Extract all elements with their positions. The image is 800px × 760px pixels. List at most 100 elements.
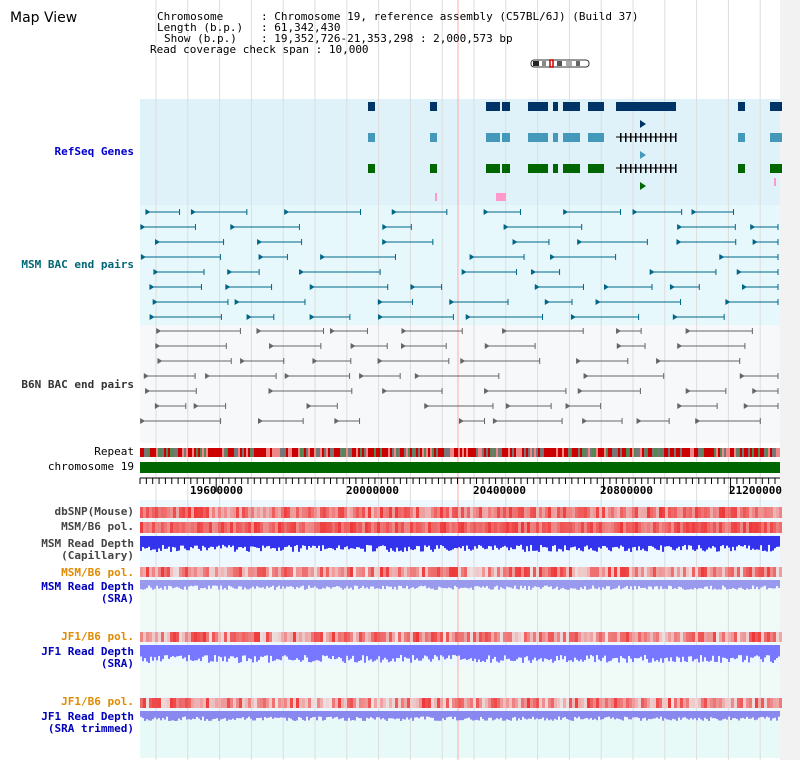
depth-bar [272, 645, 274, 662]
depth-bar [768, 645, 770, 656]
depth-bar [216, 536, 218, 547]
depth-bar [150, 580, 152, 588]
depth-bar [716, 580, 718, 590]
heat-mark [614, 522, 617, 533]
repeat-mark [598, 448, 600, 457]
heat-mark [560, 507, 563, 518]
bac-end-mark [377, 299, 383, 305]
heat-mark [464, 632, 467, 642]
bac-end-mark [550, 254, 556, 260]
repeat-mark [160, 448, 162, 457]
heat-mark [221, 522, 224, 533]
repeat-mark [392, 448, 394, 457]
axis-tick-label: 20400000 [473, 484, 526, 497]
heat-mark [518, 567, 521, 577]
heat-mark [629, 507, 632, 518]
depth-bar [420, 580, 422, 586]
depth-bar [228, 645, 230, 659]
depth-bar [472, 536, 474, 550]
depth-bar [150, 645, 152, 657]
depth-bar [558, 645, 560, 661]
depth-bar [654, 580, 656, 587]
repeat-mark [318, 448, 320, 457]
heat-mark [149, 522, 152, 533]
depth-bar [638, 645, 640, 659]
depth-bar [706, 536, 708, 550]
heat-mark [581, 507, 584, 518]
bac-end-mark [484, 343, 490, 349]
heat-mark [764, 522, 767, 533]
depth-bar [562, 536, 564, 552]
depth-bar [308, 645, 310, 663]
heat-mark [659, 507, 662, 518]
depth-bar [710, 536, 712, 549]
bac-end-mark [469, 254, 475, 260]
depth-bar [564, 536, 566, 546]
depth-bar [518, 645, 520, 658]
heat-mark [677, 632, 680, 642]
depth-bar [704, 645, 706, 658]
depth-bar [488, 536, 490, 547]
heat-mark [731, 522, 734, 533]
heat-mark [611, 632, 614, 642]
depth-bar [378, 536, 380, 547]
depth-bar [200, 536, 202, 551]
heat-mark [344, 567, 347, 577]
heat-mark [623, 698, 626, 708]
depth-bar [748, 711, 750, 719]
depth-bar [520, 645, 522, 658]
bac-end-mark [461, 269, 467, 275]
depth-bar [602, 536, 604, 546]
heat-mark [740, 507, 743, 518]
depth-bar [764, 711, 766, 719]
heat-mark [518, 632, 521, 642]
depth-bar [320, 580, 322, 590]
heat-mark [560, 632, 563, 642]
bac-end-mark [460, 358, 466, 364]
heat-mark [350, 567, 353, 577]
repeat-mark [674, 448, 676, 457]
depth-bar [414, 536, 416, 550]
heat-mark [428, 567, 431, 577]
depth-bar [212, 536, 214, 547]
bac-end-mark [563, 209, 569, 215]
depth-bar [452, 580, 454, 590]
repeat-mark [578, 448, 580, 457]
heat-mark [158, 522, 161, 533]
heat-mark [515, 632, 518, 642]
heat-mark [575, 507, 578, 518]
heat-mark [518, 507, 521, 518]
repeat-mark [382, 448, 384, 457]
depth-bar [538, 711, 540, 720]
heat-mark [512, 698, 515, 708]
depth-bar [684, 645, 686, 662]
chromosome-ideogram[interactable] [530, 53, 590, 68]
heat-mark [359, 698, 362, 708]
depth-bar [730, 645, 732, 659]
depth-bar [470, 580, 472, 588]
heat-mark [167, 632, 170, 642]
heat-mark [296, 698, 299, 708]
heat-mark [761, 698, 764, 708]
repeat-mark [660, 448, 662, 457]
depth-bar [638, 580, 640, 587]
heat-mark [677, 522, 680, 533]
depth-bar [444, 711, 446, 721]
depth-bar [614, 645, 616, 658]
bac-end-mark [505, 403, 511, 409]
heat-mark [335, 698, 338, 708]
heat-mark [386, 507, 389, 518]
depth-bar [554, 580, 556, 589]
repeat-mark [454, 448, 456, 457]
heat-mark [317, 698, 320, 708]
depth-bar [576, 536, 578, 550]
heat-mark [410, 567, 413, 577]
depth-bar [686, 536, 688, 550]
heat-mark [353, 522, 356, 533]
depth-bar [662, 711, 664, 721]
repeat-mark [410, 448, 412, 457]
heat-mark [188, 698, 191, 708]
heat-mark [665, 567, 668, 577]
bac-end-mark [378, 314, 384, 320]
